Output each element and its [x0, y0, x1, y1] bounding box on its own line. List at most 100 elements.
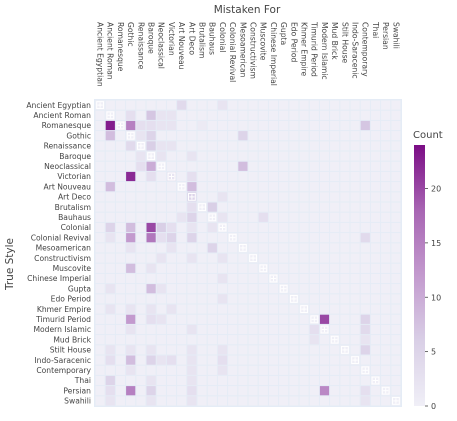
heatmap-cell	[177, 335, 187, 345]
heatmap-cell	[217, 253, 228, 263]
heatmap-cell	[197, 294, 207, 304]
heatmap-cell	[228, 304, 238, 314]
heatmap-cell	[177, 386, 187, 396]
heatmap-cell	[228, 100, 238, 110]
heatmap-cell	[187, 355, 197, 365]
heatmap-cell	[228, 141, 238, 151]
heatmap-cell	[350, 171, 360, 182]
y-tick-label: Stilt House	[50, 346, 92, 355]
heatmap-cell	[289, 386, 299, 396]
heatmap-cell	[177, 212, 187, 222]
heatmap-cell	[228, 202, 238, 212]
heatmap-cell	[105, 396, 115, 406]
heatmap-cell	[177, 120, 187, 131]
heatmap-cell	[177, 202, 187, 212]
y-axis-title: True Style	[4, 238, 16, 291]
heatmap-cell	[228, 212, 238, 222]
diagonal-marker	[157, 162, 166, 171]
heatmap-cell	[289, 171, 299, 182]
heatmap-cell	[391, 182, 401, 192]
diagonal-marker	[361, 366, 370, 375]
heatmap-cell	[309, 253, 319, 263]
heatmap-cell	[309, 375, 319, 386]
heatmap-cell	[360, 233, 370, 243]
heatmap-cell	[340, 335, 350, 345]
heatmap-cell	[126, 120, 136, 131]
heatmap-cell	[299, 120, 309, 131]
heatmap-cell	[105, 263, 115, 273]
heatmap-cell	[136, 335, 146, 345]
heatmap-cell	[350, 120, 360, 131]
heatmap-cell	[166, 355, 177, 365]
heatmap-cell	[156, 284, 166, 294]
y-tick-label: Thai	[74, 376, 91, 385]
heatmap-cell	[268, 284, 279, 294]
colorbar-tick-label: 20	[431, 185, 441, 194]
heatmap-cell	[381, 365, 391, 375]
heatmap-cell	[238, 386, 248, 396]
x-tick-label: Gothic	[126, 22, 135, 47]
heatmap-cell	[279, 263, 289, 273]
heatmap-cell	[330, 120, 340, 131]
heatmap-cell	[391, 171, 401, 182]
heatmap-cell	[105, 222, 115, 233]
heatmap-cell	[197, 335, 207, 345]
heatmap-cell	[115, 222, 126, 233]
heatmap-cell	[156, 253, 166, 263]
heatmap-cell	[299, 335, 309, 345]
heatmap-cell	[136, 110, 146, 120]
diagonal-marker	[341, 346, 349, 354]
heatmap-cell	[330, 365, 340, 375]
x-tick-label: Constructivism	[249, 22, 258, 79]
heatmap-cell	[370, 222, 381, 233]
heatmap-cell	[360, 120, 370, 131]
heatmap-cell	[126, 263, 136, 273]
heatmap-cell	[105, 335, 115, 345]
heatmap-cell	[115, 396, 126, 406]
heatmap-cell	[136, 324, 146, 335]
heatmap-cell	[370, 243, 381, 253]
heatmap-cell	[126, 222, 136, 233]
heatmap-cell	[95, 304, 105, 314]
heatmap-cell	[268, 375, 279, 386]
heatmap-cell	[207, 345, 217, 355]
heatmap-cell	[238, 375, 248, 386]
heatmap-cell	[177, 263, 187, 273]
heatmap-cell	[146, 355, 156, 365]
heatmap-cell	[187, 161, 197, 171]
heatmap-cell	[228, 151, 238, 161]
heatmap-cell	[156, 365, 166, 375]
heatmap-cell	[330, 304, 340, 314]
heatmap-cell	[166, 222, 177, 233]
heatmap-cell	[309, 386, 319, 396]
heatmap-cell	[258, 396, 268, 406]
heatmap-cell	[177, 151, 187, 161]
heatmap-cell	[330, 314, 340, 324]
heatmap-cell	[105, 212, 115, 222]
heatmap-cell	[370, 100, 381, 110]
colorbar: Count 0 5 10 15 20	[413, 130, 443, 411]
y-tick-label: Baroque	[59, 152, 91, 161]
heatmap-cell	[156, 182, 166, 192]
heatmap-cell	[391, 324, 401, 335]
heatmap-cell	[340, 141, 350, 151]
heatmap-cell	[126, 110, 136, 120]
heatmap-cell	[136, 202, 146, 212]
heatmap-cell	[207, 386, 217, 396]
heatmap-cell	[115, 324, 126, 335]
heatmap-cell	[207, 335, 217, 345]
heatmap-cell	[197, 182, 207, 192]
heatmap-cell	[146, 386, 156, 396]
heatmap-cell	[115, 273, 126, 284]
heatmap-cell	[115, 161, 126, 171]
heatmap-cell	[197, 131, 207, 141]
heatmap-cell	[105, 345, 115, 355]
heatmap-cell	[289, 243, 299, 253]
heatmap-cell	[126, 396, 136, 406]
heatmap-cell	[370, 151, 381, 161]
heatmap-cell	[350, 131, 360, 141]
heatmap-cell	[299, 355, 309, 365]
heatmap-cell	[146, 100, 156, 110]
heatmap-cell	[136, 151, 146, 161]
heatmap-cell	[177, 365, 187, 375]
